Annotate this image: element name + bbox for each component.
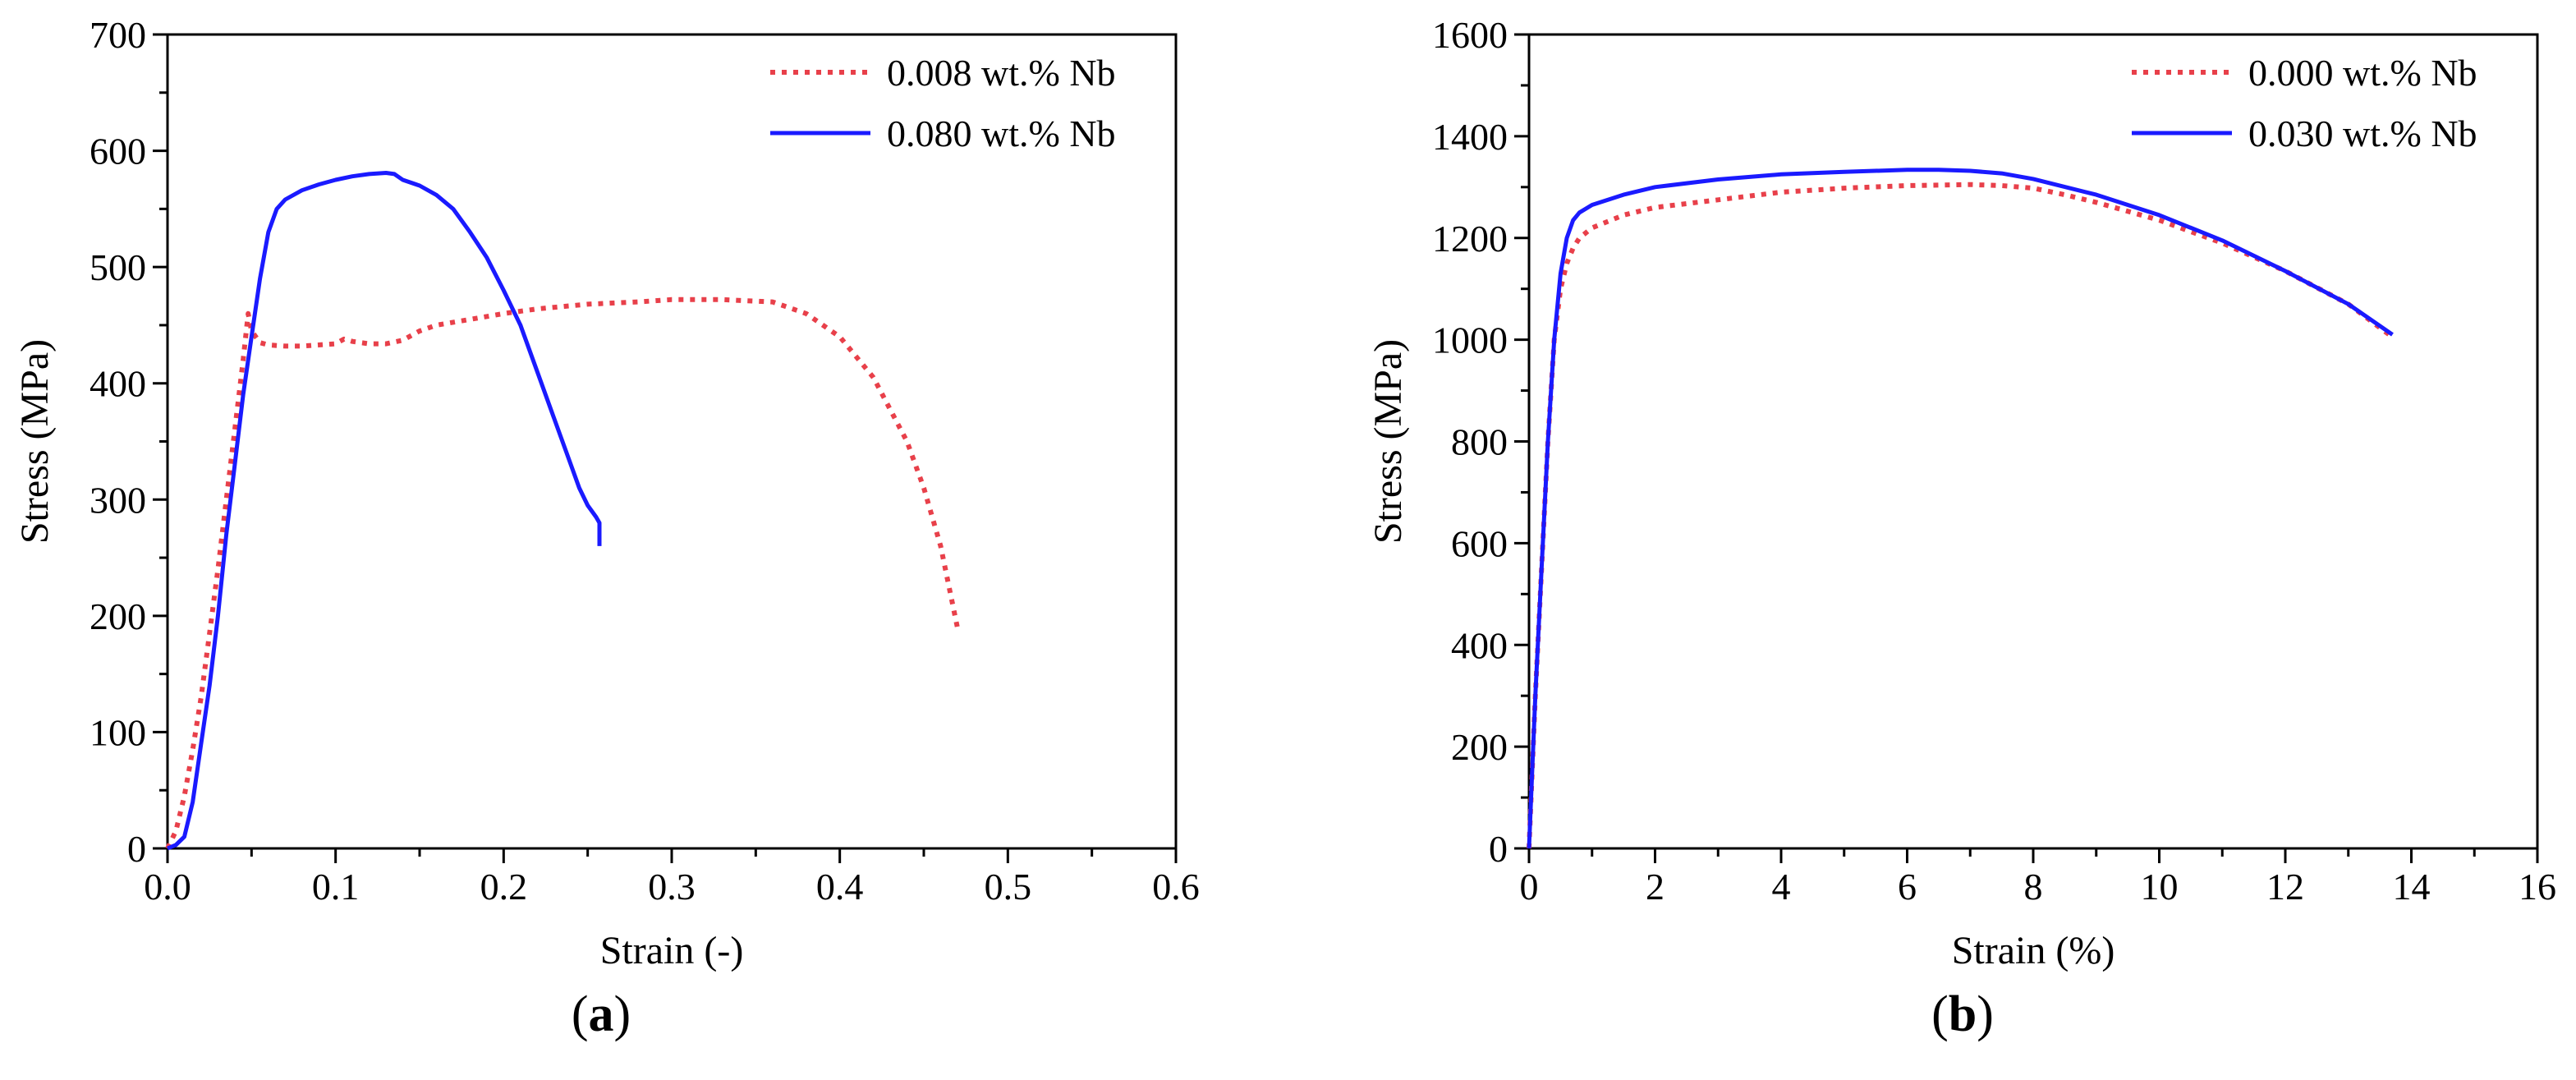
x-tick-label: 0.6	[1152, 866, 1200, 908]
panel-b: 0 2 4 6 8 10 12 14 16 0 200 400 600 800 1000 1200 1400 16…	[1366, 14, 2556, 1042]
x-tick-label: 0.3	[648, 866, 696, 908]
x-tick-label: 16	[2519, 866, 2556, 908]
y-tick-label: 1000	[1432, 319, 1508, 361]
x-tick-label: 0.1	[312, 866, 360, 908]
y-tick-label: 1400	[1432, 116, 1508, 158]
x-tick-label: 12	[2266, 866, 2304, 908]
x-tick-label: 0.2	[480, 866, 528, 908]
legend-label-1: 0.000 wt.% Nb	[2248, 52, 2477, 94]
x-tick-label: 2	[1646, 866, 1665, 908]
y-tick-label: 600	[1451, 522, 1508, 564]
x-tick-label: 0.4	[816, 866, 864, 908]
y-tick-label: 100	[90, 711, 146, 753]
plot-frame	[1527, 33, 2539, 850]
y-tick-label: 500	[90, 246, 146, 288]
y-tick-label: 700	[90, 14, 146, 56]
x-tick-label: 6	[1898, 866, 1917, 908]
y-tick-label: 1200	[1432, 218, 1508, 260]
plot-frame	[166, 33, 1178, 850]
legend-label-1: 0.008 wt.% Nb	[887, 52, 1116, 94]
x-tick-label: 4	[1772, 866, 1791, 908]
x-axis-title: Strain (%)	[1952, 929, 2115, 972]
y-axis-title: Stress (MPa)	[1366, 339, 1410, 544]
x-tick-label: 0.5	[985, 866, 1032, 908]
x-tick-label: 0	[1520, 866, 1539, 908]
legend-label-2: 0.030 wt.% Nb	[2248, 113, 2477, 154]
y-tick-label: 0	[1489, 828, 1508, 870]
x-tick-label: 10	[2141, 866, 2179, 908]
series-line-1	[1527, 182, 2395, 849]
y-tick-label: 600	[90, 131, 146, 172]
x-axis-title: Strain (-)	[600, 929, 744, 972]
y-tick-label: 200	[90, 595, 146, 637]
y-tick-label: 400	[90, 363, 146, 405]
y-tick-label: 800	[1451, 421, 1508, 463]
panel-label: (a)	[572, 986, 631, 1042]
panel-a: 0.0 0.1 0.2 0.3 0.4 0.5 0.6 0 100 200 300 400 500 600…	[13, 14, 1200, 1042]
series-line-1	[165, 296, 960, 850]
x-tick-label: 14	[2393, 866, 2431, 908]
y-tick-label: 200	[1451, 726, 1508, 768]
x-tick-label: 8	[2024, 866, 2043, 908]
x-tick-label: 0.0	[144, 866, 191, 908]
y-tick-label: 0	[127, 828, 146, 870]
panel-label: (b)	[1931, 986, 1994, 1042]
legend-label-2: 0.080 wt.% Nb	[887, 113, 1116, 154]
series-line-2	[1527, 168, 2394, 849]
y-tick-label: 300	[90, 479, 146, 521]
y-axis-title: Stress (MPa)	[13, 339, 57, 544]
y-tick-label: 1600	[1432, 14, 1508, 56]
y-tick-label: 400	[1451, 624, 1508, 666]
series-line-2	[167, 171, 602, 851]
